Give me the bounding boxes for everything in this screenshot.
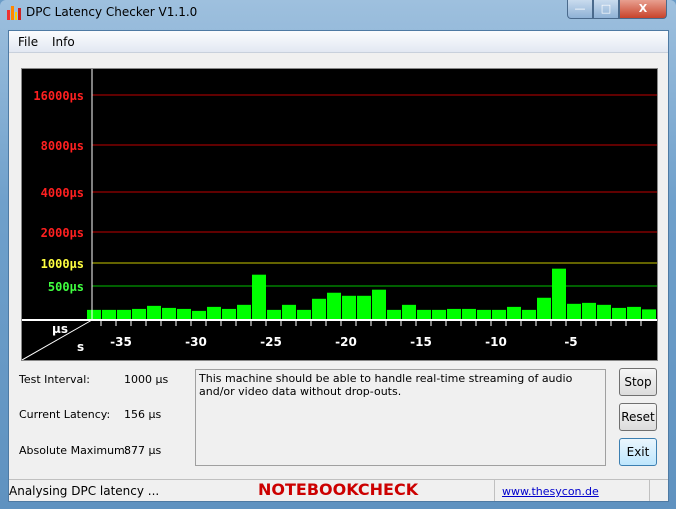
latency-bar: [627, 306, 641, 320]
x-tick-label: -15: [410, 335, 432, 349]
latency-bar: [447, 308, 461, 320]
client-area: File Info 16000µs 8000µs 4000µs 2000µs 1000µ…: [8, 30, 669, 502]
thesycon-link[interactable]: www.thesycon.de: [502, 485, 599, 498]
latency-bar: [102, 309, 116, 320]
result-message: This machine should be able to handle re…: [195, 369, 606, 466]
corner-diagonal: [21, 319, 93, 361]
latency-bar: [567, 303, 581, 320]
menu-bar: File Info: [9, 31, 668, 53]
status-text: Analysing DPC latency ...: [9, 484, 160, 498]
stop-button[interactable]: Stop: [619, 368, 657, 396]
test-interval-label: Test Interval:: [19, 373, 90, 386]
y-tick-label: 4000µs: [41, 186, 84, 200]
latency-bar: [462, 308, 476, 320]
x-tick-label: -30: [185, 335, 207, 349]
x-tick-label: -20: [335, 335, 357, 349]
latency-bar: [147, 305, 161, 320]
maximize-button[interactable]: □: [593, 0, 619, 19]
chart-svg: 16000µs 8000µs 4000µs 2000µs 1000µs 500µs µss -…: [21, 69, 657, 361]
x-tick-label: -35: [110, 335, 132, 349]
latency-bar: [192, 310, 206, 320]
reset-button[interactable]: Reset: [619, 403, 657, 431]
latency-bar: [222, 308, 236, 320]
x-tick-label: -10: [485, 335, 507, 349]
latency-bar: [297, 309, 311, 320]
y-tick-label: 500µs: [48, 280, 84, 294]
latency-bar: [312, 298, 326, 320]
latency-bar: [537, 297, 551, 320]
x-tick-label: -5: [564, 335, 577, 349]
latency-bar: [552, 268, 566, 320]
latency-bar: [177, 308, 191, 320]
test-interval-value: 1000 µs: [124, 373, 169, 386]
minimize-button[interactable]: —: [567, 0, 593, 19]
latency-bar: [582, 302, 596, 320]
close-button[interactable]: X: [619, 0, 667, 19]
absolute-maximum-value: 877 µs: [124, 444, 162, 457]
latency-bar: [342, 295, 356, 320]
latency-bar: [237, 304, 251, 320]
absolute-maximum-label: Absolute Maximum:: [19, 444, 129, 457]
y-tick-label: 2000µs: [41, 226, 84, 240]
y-tick-label: 1000µs: [41, 257, 84, 271]
latency-bar: [117, 309, 131, 320]
menu-info[interactable]: Info: [52, 35, 75, 49]
menu-file[interactable]: File: [18, 35, 39, 49]
latency-bar: [597, 304, 611, 320]
current-latency-value: 156 µs: [124, 408, 162, 421]
latency-bar: [327, 292, 341, 320]
exit-button[interactable]: Exit: [619, 438, 657, 466]
latency-bar: [402, 304, 416, 320]
latency-bar: [522, 309, 536, 320]
app-icon: [7, 6, 21, 20]
latency-bar: [207, 306, 221, 320]
latency-bar: [612, 307, 626, 320]
latency-bar: [87, 309, 101, 320]
latency-bar: [387, 309, 401, 320]
latency-chart: 16000µs 8000µs 4000µs 2000µs 1000µs 500µs µs s -…: [21, 68, 658, 361]
latency-bar: [432, 309, 446, 320]
y-unit-label: µs: [52, 322, 68, 336]
latency-bar: [132, 308, 146, 320]
latency-bar: [642, 309, 656, 320]
window-title: DPC Latency Checker V1.1.0: [26, 5, 198, 19]
latency-bar: [372, 289, 386, 320]
latency-bar: [252, 274, 266, 320]
latency-bar: [282, 304, 296, 320]
notebookcheck-watermark: NOTEBOOKCHECK: [258, 480, 419, 499]
status-bar: Analysing DPC latency ... NOTEBOOKCHECK …: [9, 479, 668, 501]
x-unit-label: s: [77, 340, 84, 354]
y-tick-label: 16000µs: [33, 89, 84, 103]
y-tick-label: 8000µs: [41, 139, 84, 153]
x-tick-label: -25: [260, 335, 282, 349]
latency-bar: [417, 309, 431, 320]
latency-bar: [492, 309, 506, 320]
latency-bar: [507, 306, 521, 320]
current-latency-label: Current Latency:: [19, 408, 111, 421]
latency-bar: [357, 295, 371, 320]
latency-bar: [267, 309, 281, 320]
latency-bar: [162, 307, 176, 320]
latency-bar: [477, 309, 491, 320]
